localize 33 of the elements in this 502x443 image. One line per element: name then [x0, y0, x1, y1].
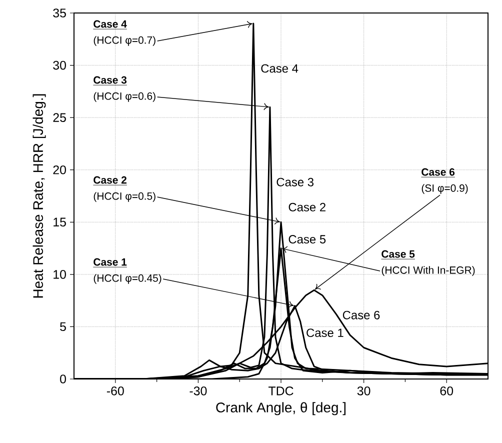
series-label: Case 3 — [276, 178, 314, 186]
annotation: Case 5 — [382, 250, 415, 258]
annotation: (HCCI φ=0.45) — [94, 274, 162, 284]
x-tick-label: -30 — [190, 386, 207, 396]
series-label: Case 5 — [288, 235, 326, 244]
y-axis-title: Heat Release Rate, HRR [J/deg.] — [32, 94, 46, 298]
y-tick-label: 10 — [54, 270, 66, 279]
y-tick-label: 30 — [53, 60, 66, 70]
y-tick-label: 5 — [60, 322, 66, 332]
x-tick-label: 30 — [357, 386, 370, 396]
x-axis-title: Crank Angle, θ [deg.] — [216, 402, 346, 416]
annotation: (HCCI With In-EGR) — [382, 266, 475, 276]
y-tick-label: 35 — [53, 8, 66, 18]
annotation: (HCCI φ=0.7) — [94, 36, 156, 46]
series-label: Case 6 — [342, 310, 380, 320]
annotation: Case 3 — [94, 76, 127, 84]
annotation: Case 2 — [94, 176, 126, 184]
series-label: Case 1 — [306, 328, 344, 338]
annotation: Case 1 — [94, 258, 127, 266]
x-tick-label: 60 — [440, 386, 454, 396]
y-tick-label: 20 — [53, 165, 66, 174]
y-tick-label: 0 — [60, 374, 66, 384]
annotation: (HCCI φ=0.5) — [94, 192, 156, 202]
annotation: (HCCI φ=0.6) — [94, 92, 156, 102]
series-label: Case 2 — [288, 202, 326, 212]
y-tick-label: 15 — [54, 218, 66, 226]
annotation: Case 4 — [94, 20, 127, 28]
x-tick-label: -60 — [106, 386, 124, 396]
y-tick-label: 25 — [53, 113, 66, 122]
x-tick-label: TDC — [268, 386, 294, 396]
series-label: Case 4 — [261, 64, 298, 73]
annotation: (SI φ=0.9) — [422, 184, 468, 194]
annotation: Case 6 — [422, 168, 455, 176]
